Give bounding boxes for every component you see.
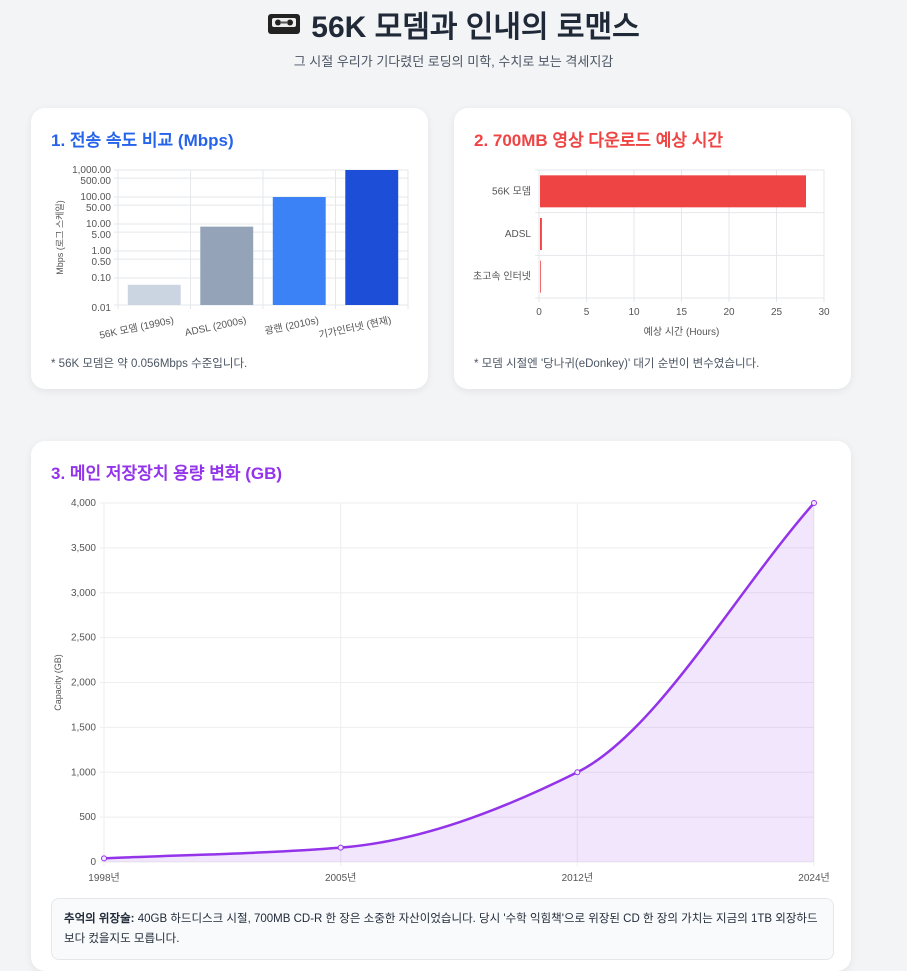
x-tick-label: 1998년: [88, 872, 119, 884]
data-point: [574, 769, 581, 776]
y-tick-label: 0.50: [92, 257, 112, 268]
memo-label: 추억의 위장술:: [64, 913, 135, 925]
bar: [540, 260, 541, 293]
videocassette-icon: [268, 14, 301, 34]
x-tick-label: 5: [584, 307, 590, 318]
title-text: 56K 모뎀과 인내의 로맨스: [311, 11, 640, 44]
x-tick-label: 25: [771, 307, 783, 318]
x-tick-label: 0: [536, 307, 542, 318]
speed-chart: 1,000.00500.00100.0050.0010.005.001.000.…: [55, 165, 409, 342]
y-tick-label: 500: [79, 812, 96, 823]
speed-card: 1. 전송 속도 비교 (Mbps) 1,000.00 500.00 100.00 5…: [31, 108, 428, 389]
y-axis-label: Mbps (로그 스케일): [55, 200, 65, 274]
bar: [345, 170, 399, 305]
x-tick-label: 10: [628, 307, 640, 318]
x-tick-label: ADSL (2000s): [184, 315, 247, 339]
storage-chart: 0 500 1,000 1,500 2,000 2,500 3,000 3,500 4,000 1…: [53, 498, 830, 884]
y-tick-label: 1,000.00: [72, 165, 111, 176]
x-tick-label: 기가인터넷 (현재): [318, 314, 393, 341]
x-tick-label: 30: [818, 307, 830, 318]
x-tick-label: 20: [723, 307, 735, 318]
y-tick-label: 500.00: [80, 176, 111, 187]
x-tick-label: 광랜 (2010s): [263, 314, 319, 337]
y-tick-label: 5.00: [92, 230, 112, 241]
y-tick-label: 3,500: [71, 543, 96, 554]
y-tick-label: 초고속 인터넷: [473, 271, 531, 283]
y-tick-label: 100.00: [80, 192, 111, 203]
bar: [127, 284, 181, 305]
data-point: [337, 844, 344, 851]
y-tick-label: 3,000: [71, 588, 96, 599]
y-axis-label: Capacity (GB): [53, 654, 63, 711]
y-tick-label: 1,500: [71, 722, 96, 733]
speed-card-title: 1. 전송 속도 비교 (Mbps): [51, 131, 234, 150]
x-tick-label: 56K 모뎀 (1990s): [98, 314, 174, 341]
page-subtitle: 그 시절 우리가 기다렸던 로딩의 미학, 수치로 보는 격세지감: [293, 54, 614, 69]
data-point: [101, 855, 107, 862]
download-note: * 모뎀 시절엔 '당나귀(eDonkey)' 대기 순번이 변수였습니다.: [474, 358, 760, 370]
speed-note: * 56K 모뎀은 약 0.056Mbps 수준입니다.: [51, 358, 248, 370]
page-title: 56K 모뎀과 인내의 로맨스: [0, 4, 907, 44]
y-tick-label: 0.01: [92, 303, 112, 314]
bar: [540, 175, 806, 208]
y-tick-label: 0: [90, 857, 96, 868]
download-card-title: 2. 700MB 영상 다운로드 예상 시간: [474, 131, 723, 150]
y-tick-label: 0.10: [92, 273, 112, 284]
y-tick-label: 4,000: [71, 498, 96, 509]
y-tick-label: 2,000: [71, 678, 96, 689]
x-axis-label: 예상 시간 (Hours): [644, 326, 720, 338]
y-tick-label: 56K 모뎀: [492, 185, 531, 197]
x-tick-label: 15: [676, 307, 688, 318]
storage-card-title: 3. 메인 저장장치 용량 변화 (GB): [51, 464, 283, 483]
y-tick-label: 2,500: [71, 633, 96, 644]
y-tick-label: 1.00: [92, 246, 112, 257]
y-tick-label: 10.00: [86, 219, 111, 230]
bar: [200, 226, 254, 305]
x-tick-label: 2005년: [325, 872, 356, 884]
area-fill: [104, 503, 814, 862]
memo-text: 40GB 하드디스크 시절, 700MB CD-R 한 장은 소중한 자산이었습…: [64, 913, 818, 945]
memo-box: 추억의 위장술: 40GB 하드디스크 시절, 700MB CD-R 한 장은 …: [51, 898, 834, 960]
bar: [540, 218, 542, 250]
series-line: [103, 502, 815, 860]
x-tick-label: 2024년: [798, 872, 829, 884]
storage-card: 3. 메인 저장장치 용량 변화 (GB) 0 500 1,000 1,500 2,00…: [31, 441, 851, 971]
bar: [272, 197, 326, 305]
x-tick-label: 2012년: [562, 872, 593, 884]
y-tick-label: 50.00: [86, 203, 111, 214]
y-tick-label: 1,000: [71, 767, 96, 778]
data-point: [811, 500, 817, 506]
y-tick-label: ADSL: [505, 229, 532, 240]
download-card: 2. 700MB 영상 다운로드 예상 시간 0 5 10 15 20 25 30 56K 모…: [454, 108, 851, 389]
